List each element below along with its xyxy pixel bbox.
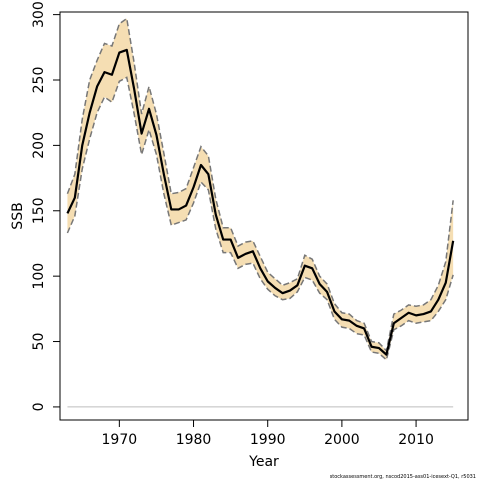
- x-tick-label: 1970: [102, 432, 138, 448]
- y-tick-label: 100: [31, 263, 47, 290]
- x-axis-title: Year: [248, 454, 279, 470]
- y-axis: 0 50 100 150 200 250 300: [31, 1, 60, 411]
- y-tick-label: 50: [31, 333, 47, 351]
- upper-bound-line: [66, 17, 454, 353]
- y-tick-label: 200: [31, 132, 47, 159]
- x-tick-label: 2010: [398, 432, 434, 448]
- y-tick-label: 0: [31, 402, 47, 411]
- y-tick-label: 300: [31, 1, 47, 28]
- estimate-line: [66, 48, 455, 356]
- footer-note: stockassessment.org, nscod2015-ass01-ice…: [330, 474, 476, 480]
- plot-area: [66, 17, 455, 408]
- plot-frame: [59, 11, 469, 421]
- x-tick-label: 1980: [176, 432, 212, 448]
- y-tick-label: 250: [31, 67, 47, 94]
- x-axis: 1970 1980 1990 2000 2010: [102, 420, 434, 448]
- confidence-band: [67, 18, 454, 360]
- x-tick-label: 2000: [324, 432, 360, 448]
- y-axis-title: SSB: [10, 202, 26, 229]
- y-tick-label: 150: [31, 197, 47, 224]
- x-tick-label: 1990: [250, 432, 286, 448]
